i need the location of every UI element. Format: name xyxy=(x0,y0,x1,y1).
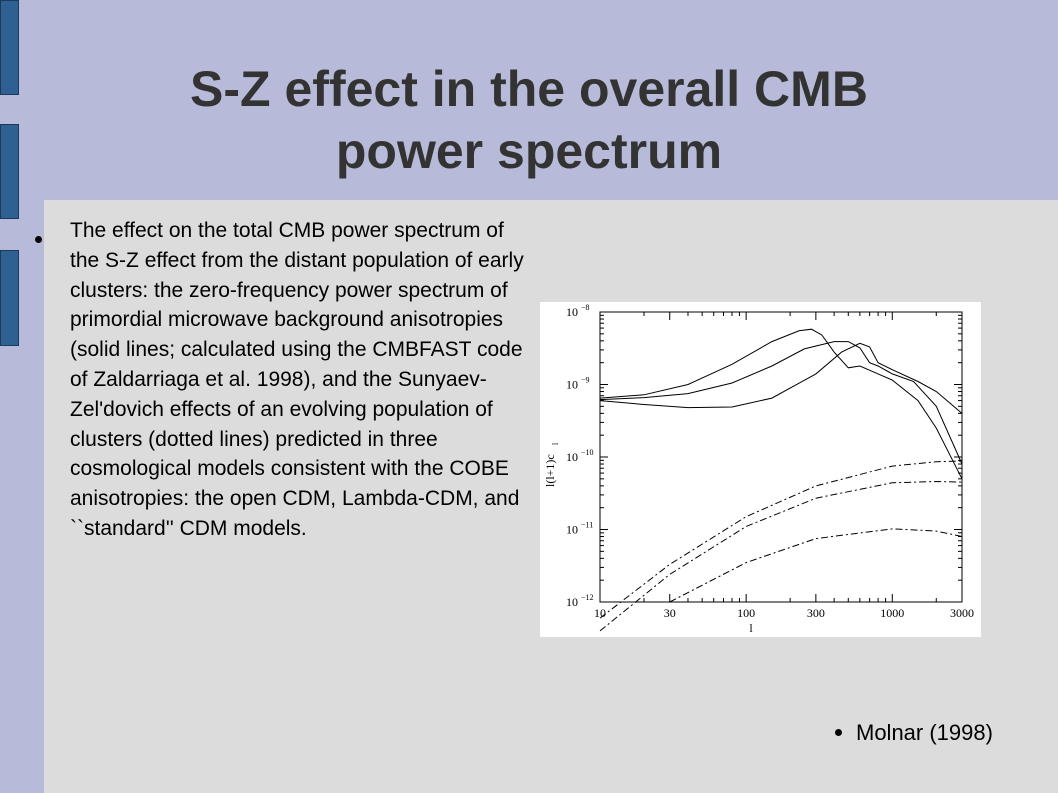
x-tick-label: 10 xyxy=(594,606,606,620)
y-tick-label: 10 xyxy=(566,595,578,609)
slide-title: S-Z effect in the overall CMB power spec… xyxy=(44,58,1014,182)
y-tick-label: 10 xyxy=(566,450,578,464)
power-spectrum-figure: 10 30 100 300 1000 3000 10 −8 10 −9 10 −10 10 −11 10 −1… xyxy=(540,302,981,637)
header-band xyxy=(0,0,1058,200)
y-tick-exponent: −11 xyxy=(581,521,593,530)
bullet-point xyxy=(35,236,42,243)
x-tick-label: 30 xyxy=(664,606,676,620)
citation-bullet xyxy=(835,729,842,736)
y-tick-exponent: −10 xyxy=(581,448,594,457)
series-line-4 xyxy=(599,460,963,619)
series-line-5 xyxy=(599,480,963,632)
x-axis-label: l xyxy=(749,621,753,635)
y-axis-label-subscript: l xyxy=(551,442,560,445)
series-line-1 xyxy=(599,328,963,480)
x-tick-label: 3000 xyxy=(950,606,974,620)
y-tick-label: 10 xyxy=(566,305,578,319)
x-tick-label: 100 xyxy=(737,606,755,620)
sidebar-tab-2 xyxy=(0,124,19,219)
y-tick-label: 10 xyxy=(566,523,578,537)
sidebar-tab-3 xyxy=(0,250,19,346)
y-tick-exponent: −9 xyxy=(581,376,590,385)
title-line-1: S-Z effect in the overall CMB xyxy=(190,61,868,117)
series-line-2 xyxy=(599,341,963,465)
y-tick-exponent: −8 xyxy=(581,303,590,312)
y-tick-label: 10 xyxy=(566,378,578,392)
sidebar-tab-1 xyxy=(0,0,19,95)
body-paragraph: The effect on the total CMB power spectr… xyxy=(70,219,524,540)
y-tick-exponent: −12 xyxy=(581,593,594,602)
series-line-6 xyxy=(669,528,963,603)
x-tick-label: 300 xyxy=(807,606,825,620)
series-line-3 xyxy=(599,342,963,414)
plot-frame xyxy=(599,311,963,603)
left-sidebar-band xyxy=(0,0,44,793)
title-line-2: power spectrum xyxy=(335,123,723,179)
citation-text: Molnar (1998) xyxy=(856,720,993,745)
x-tick-label: 1000 xyxy=(880,606,904,620)
y-axis-label: l(l+1)c xyxy=(543,454,557,487)
